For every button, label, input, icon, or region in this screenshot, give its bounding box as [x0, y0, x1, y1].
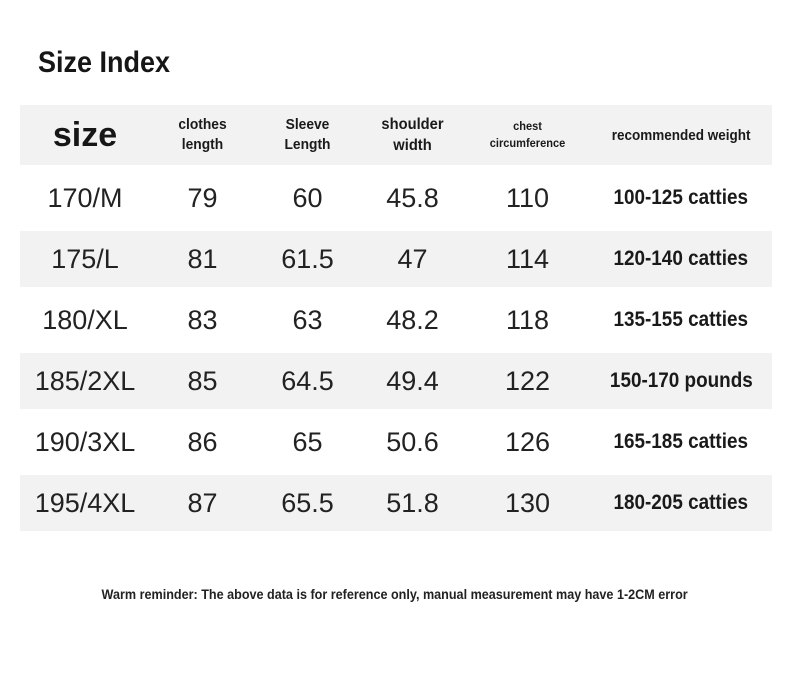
- cell-recommended-weight: 165-185 catties: [590, 414, 772, 470]
- table-row: 185/2XL 85 64.5 49.4 122 150-170 pounds: [20, 353, 772, 409]
- cell-chest-circumference: 114: [465, 231, 590, 287]
- cell-size: 185/2XL: [20, 353, 150, 409]
- weight-text: 165-185 catties: [613, 430, 749, 453]
- header-cell-chest-circumference: chest circumference: [465, 105, 590, 165]
- table-body: 170/M 79 60 45.8 110 100-125 catties 175…: [20, 170, 772, 531]
- header-sleeve-line1: Sleeve: [285, 116, 330, 133]
- cell-size: 195/4XL: [20, 475, 150, 531]
- header-chest-line1: chest: [513, 119, 542, 133]
- cell-shoulder-width: 47: [360, 231, 465, 287]
- cell-clothes-length: 83: [150, 292, 255, 348]
- cell-sleeve-length: 65.5: [255, 475, 360, 531]
- header-cell-clothes-length: clothes length: [150, 105, 255, 165]
- header-size-label: size: [52, 115, 118, 154]
- table-row: 175/L 81 61.5 47 114 120-140 catties: [20, 231, 772, 287]
- cell-sleeve-length: 65: [255, 414, 360, 470]
- cell-chest-circumference: 122: [465, 353, 590, 409]
- header-chest-line2: circumference: [489, 136, 566, 150]
- cell-clothes-length: 81: [150, 231, 255, 287]
- cell-recommended-weight: 135-155 catties: [590, 292, 772, 348]
- footer-note-text: Warm reminder: The above data is for ref…: [101, 586, 689, 602]
- header-cell-recommended-weight: recommended weight: [590, 105, 772, 165]
- cell-sleeve-length: 61.5: [255, 231, 360, 287]
- header-shoulder-line2: width: [393, 137, 432, 154]
- cell-size: 170/M: [20, 170, 150, 226]
- cell-size: 190/3XL: [20, 414, 150, 470]
- cell-sleeve-length: 60: [255, 170, 360, 226]
- table-header-row: size clothes length Sleeve Length should…: [20, 105, 772, 165]
- cell-clothes-length: 87: [150, 475, 255, 531]
- weight-text: 135-155 catties: [613, 308, 749, 331]
- header-cell-size: size: [20, 105, 150, 165]
- page-title-text: Size Index: [38, 46, 171, 79]
- table-header: size clothes length Sleeve Length should…: [20, 105, 772, 165]
- cell-shoulder-width: 50.6: [360, 414, 465, 470]
- weight-text: 180-205 catties: [613, 491, 749, 514]
- cell-chest-circumference: 110: [465, 170, 590, 226]
- cell-chest-circumference: 126: [465, 414, 590, 470]
- cell-recommended-weight: 100-125 catties: [590, 170, 772, 226]
- cell-recommended-weight: 120-140 catties: [590, 231, 772, 287]
- footer-note: Warm reminder: The above data is for ref…: [0, 584, 790, 604]
- table-row: 170/M 79 60 45.8 110 100-125 catties: [20, 170, 772, 226]
- cell-shoulder-width: 49.4: [360, 353, 465, 409]
- size-chart-page: Size Index size clothes length Sleeve Le…: [0, 44, 790, 693]
- cell-shoulder-width: 45.8: [360, 170, 465, 226]
- header-clothes-line2: length: [181, 136, 224, 153]
- cell-clothes-length: 86: [150, 414, 255, 470]
- cell-clothes-length: 85: [150, 353, 255, 409]
- cell-chest-circumference: 118: [465, 292, 590, 348]
- table-row: 180/XL 83 63 48.2 118 135-155 catties: [20, 292, 772, 348]
- weight-text: 150-170 pounds: [609, 369, 753, 392]
- cell-shoulder-width: 51.8: [360, 475, 465, 531]
- table-row: 195/4XL 87 65.5 51.8 130 180-205 catties: [20, 475, 772, 531]
- cell-clothes-length: 79: [150, 170, 255, 226]
- table-row: 190/3XL 86 65 50.6 126 165-185 catties: [20, 414, 772, 470]
- header-cell-shoulder-width: shoulder width: [360, 105, 465, 165]
- header-sleeve-line2: Length: [284, 136, 331, 153]
- size-table: size clothes length Sleeve Length should…: [20, 100, 772, 536]
- cell-sleeve-length: 63: [255, 292, 360, 348]
- cell-size: 175/L: [20, 231, 150, 287]
- cell-size: 180/XL: [20, 292, 150, 348]
- header-weight-label: recommended weight: [611, 126, 751, 144]
- cell-recommended-weight: 180-205 catties: [590, 475, 772, 531]
- weight-text: 100-125 catties: [613, 186, 749, 209]
- header-cell-sleeve-length: Sleeve Length: [255, 105, 360, 165]
- cell-recommended-weight: 150-170 pounds: [590, 353, 772, 409]
- header-shoulder-line1: shoulder: [381, 116, 444, 133]
- cell-chest-circumference: 130: [465, 475, 590, 531]
- weight-text: 120-140 catties: [613, 247, 749, 270]
- header-clothes-line1: clothes: [178, 116, 227, 133]
- cell-sleeve-length: 64.5: [255, 353, 360, 409]
- page-title: Size Index: [38, 44, 790, 82]
- cell-shoulder-width: 48.2: [360, 292, 465, 348]
